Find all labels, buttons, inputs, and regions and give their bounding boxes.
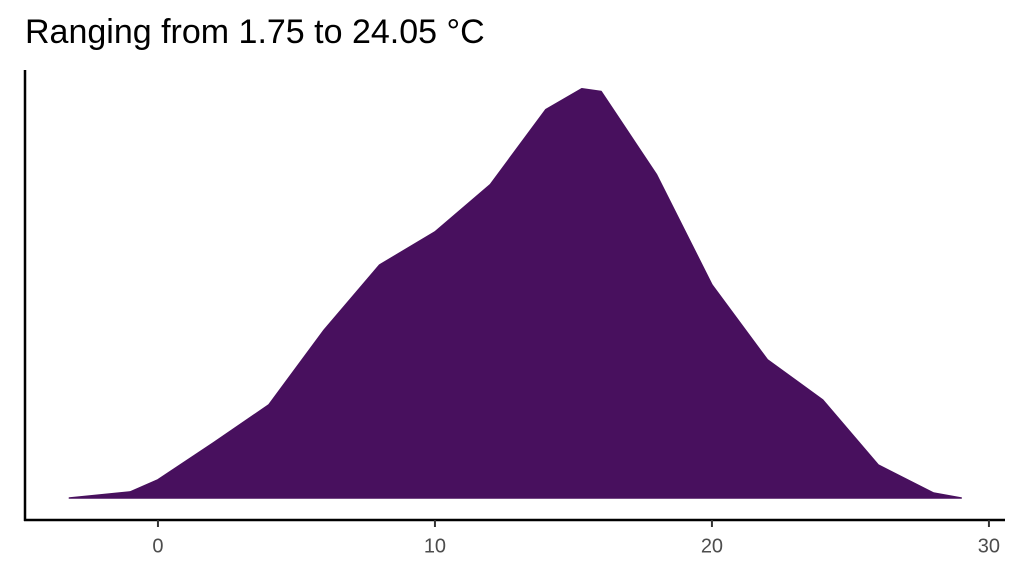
x-tick-label: 10: [424, 535, 446, 557]
x-tick-label: 30: [978, 535, 1000, 557]
chart-title: Ranging from 1.75 to 24.05 °C: [25, 13, 485, 51]
x-tick-label: 20: [701, 535, 723, 557]
x-tick-label: 0: [152, 535, 163, 557]
density-area: [68, 87, 962, 499]
